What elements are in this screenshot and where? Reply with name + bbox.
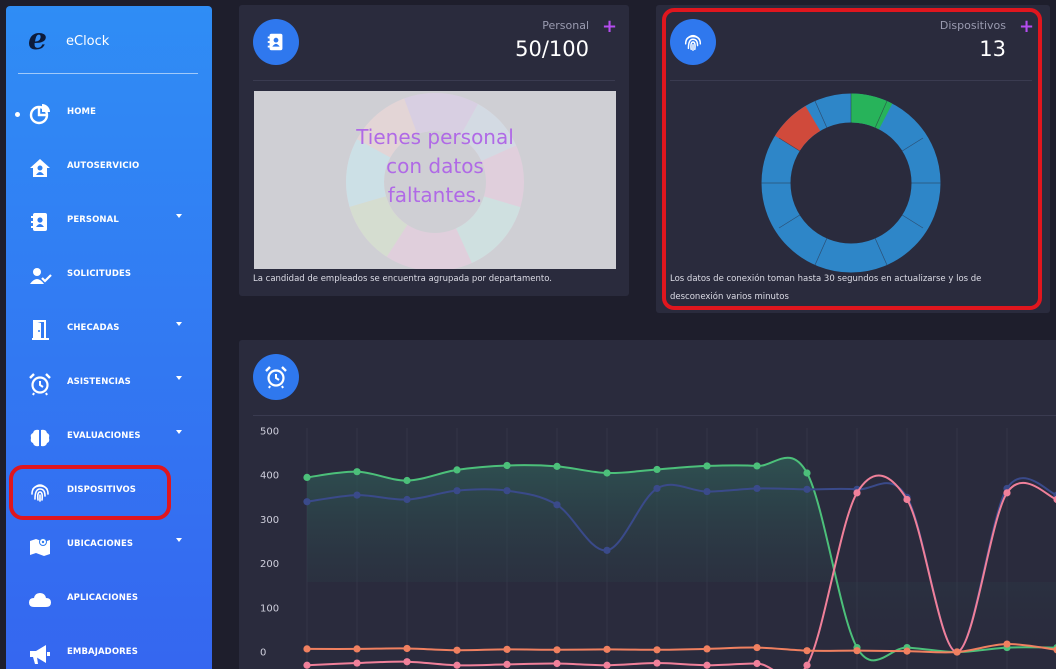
map-icon [30,538,50,556]
home-user-icon [30,159,50,177]
pie-chart-icon [29,104,50,125]
sidebar-item-ubicaciones[interactable]: UBICACIONES [6,526,212,566]
card-footer: La candidad de empleados se encuentra ag… [253,274,552,284]
fingerprint-icon [31,484,49,502]
alarm-clock-icon [265,366,287,389]
chevron-down-icon [176,430,182,434]
add-personal-button[interactable]: + [602,16,618,37]
chevron-down-icon [176,538,182,542]
brand[interactable]: e eClock [28,22,110,57]
sidebar-item-label: EVALUACIONES [67,431,141,441]
alarm-clock-icon [29,373,51,396]
missing-data-message: Tienes personal con datos faltantes. [254,123,616,210]
address-book-icon [267,33,283,51]
card-icon [253,19,299,65]
sidebar-item-evaluaciones[interactable]: EVALUACIONES [6,418,212,458]
sidebar-item-label: ASISTENCIAS [67,377,131,387]
footer-line: Los datos de conexión toman hasta 30 seg… [670,274,982,284]
missing-data-overlay[interactable]: Tienes personal con datos faltantes. [254,91,616,269]
card-icon [670,19,716,65]
sidebar-item-autoservicio[interactable]: AUTOSERVICIO [6,148,212,188]
personal-card: Personal + 50/100 Tienes personal con da… [239,5,629,296]
donut-separators [761,93,941,266]
sidebar-item-asistencias[interactable]: ASISTENCIAS [6,364,212,404]
card-title: Dispositivos [939,19,1006,32]
card-divider [253,80,615,81]
sidebar-item-embajadores[interactable]: EMBAJADORES [6,634,212,669]
app-name: eClock [66,33,110,49]
fingerprint-icon [684,34,702,51]
sidebar-item-label: CHECADAS [67,323,120,333]
device-count: 13 [979,37,1006,61]
personal-count: 50/100 [515,37,589,61]
sidebar-item-label: HOME [67,107,97,117]
sidebar-item-checadas[interactable]: CHECADAS [6,310,212,350]
brain-icon [30,429,50,447]
card-icon [253,354,299,400]
sidebar: e eClock HOME AUTOSERVICIO PERSONAL [6,6,212,669]
add-device-button[interactable]: + [1019,16,1035,37]
sidebar-item-label: SOLICITUDES [67,269,132,279]
chevron-down-icon [176,214,182,218]
active-indicator [15,112,20,117]
message-line: Tienes personal [356,125,514,149]
sidebar-item-label: EMBAJADORES [67,647,138,657]
sidebar-item-label: APLICACIONES [67,593,139,603]
attendance-card [239,340,1056,669]
card-divider [253,415,1056,416]
footer-line: desconexión varios minutos [670,292,789,302]
sidebar-item-aplicaciones[interactable]: APLICACIONES [6,580,212,620]
card-divider [670,80,1032,81]
chevron-down-icon [176,322,182,326]
sidebar-item-solicitudes[interactable]: SOLICITUDES [6,256,212,296]
highlight-annotation [9,465,171,520]
devices-card: Dispositivos + 13 Los datos de conexión … [656,5,1050,313]
sidebar-item-home[interactable]: HOME [6,94,212,134]
message-line: faltantes. [387,183,483,207]
sidebar-item-label: UBICACIONES [67,539,134,549]
megaphone-icon [30,645,50,664]
eclock-logo: e [28,22,48,57]
cloud-icon [29,593,51,607]
donut-slice [346,93,524,269]
address-book-icon [31,213,47,231]
chevron-down-icon [176,376,182,380]
sidebar-item-label: AUTOSERVICIO [67,161,140,171]
door-open-icon [32,320,49,340]
user-check-icon [30,268,52,284]
sidebar-item-dispositivos[interactable]: DISPOSITIVOS [6,472,212,512]
sidebar-item-label: PERSONAL [67,215,119,225]
devices-donut[interactable] [751,83,951,283]
sidebar-item-label: DISPOSITIVOS [67,485,137,495]
department-donut [346,93,524,269]
card-footer: Los datos de conexión toman hasta 30 seg… [670,270,981,306]
donut-slice [346,93,524,269]
sidebar-item-personal[interactable]: PERSONAL [6,202,212,242]
card-title: Personal [542,19,589,32]
message-line: con datos [386,154,484,178]
brand-divider [18,73,198,74]
highlight-annotation [662,8,1042,310]
